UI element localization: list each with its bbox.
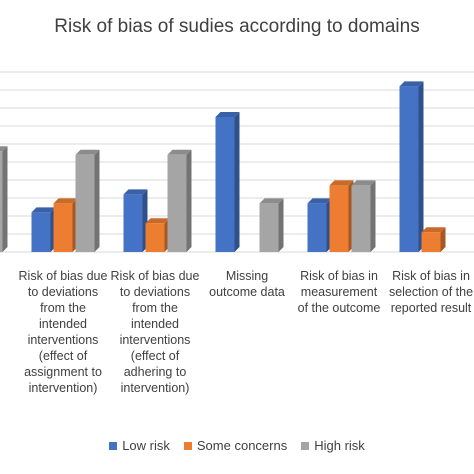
bar [307, 203, 327, 252]
legend-item: High risk [301, 438, 365, 453]
bar-top [421, 227, 446, 233]
bar [351, 185, 371, 252]
legend-item: Low risk [109, 438, 170, 453]
x-tick-label: Risk of bias due to deviations from the … [110, 269, 200, 395]
bar-top [399, 81, 424, 87]
bar-side [234, 112, 240, 252]
bar-side [278, 198, 284, 252]
legend-label: Some concerns [196, 438, 288, 453]
x-tick-label: Risk of bias due to deviations from the … [18, 269, 108, 395]
x-tick-label: Risk of bias in selection of the reporte… [388, 269, 474, 315]
legend-item: Some concerns [183, 438, 288, 453]
x-tick-label: Missing outcome data [209, 269, 285, 299]
chart-title: Risk of bias of sudies according to doma… [54, 16, 420, 37]
bar [53, 203, 73, 252]
bar-side [186, 149, 192, 252]
bar [31, 212, 51, 252]
legend-swatch [301, 441, 310, 450]
legend-swatch [183, 441, 192, 450]
bar-top [53, 198, 78, 204]
bar [215, 117, 235, 252]
bar-top [31, 207, 56, 213]
bar [167, 154, 187, 252]
bar-top [145, 218, 170, 224]
bar [123, 194, 143, 252]
bar-side [418, 81, 424, 253]
bar-side [440, 227, 446, 252]
bar-top [75, 149, 100, 155]
bar [329, 185, 349, 252]
bar-top [215, 112, 240, 117]
bar-side [2, 146, 8, 252]
legend-swatch [109, 441, 118, 450]
bar [259, 203, 279, 252]
legend: Low risk Some concerns High risk [0, 438, 474, 453]
bar [421, 232, 441, 252]
legend-label: High risk [314, 438, 365, 453]
bar-top [167, 149, 192, 155]
x-tick-label: Risk of bias in measurement of the outco… [297, 269, 381, 315]
bar [0, 151, 3, 252]
bar-top [329, 180, 354, 186]
bar [399, 86, 419, 253]
bar-top [0, 146, 8, 152]
bar-top [259, 198, 284, 204]
bar [75, 154, 95, 252]
bar-side [94, 149, 100, 252]
bar-top [123, 189, 148, 195]
bar-top [351, 180, 376, 186]
bar [145, 223, 165, 252]
legend-label: Low risk [122, 438, 170, 453]
bar-side [370, 180, 376, 252]
bar-top [307, 198, 332, 204]
